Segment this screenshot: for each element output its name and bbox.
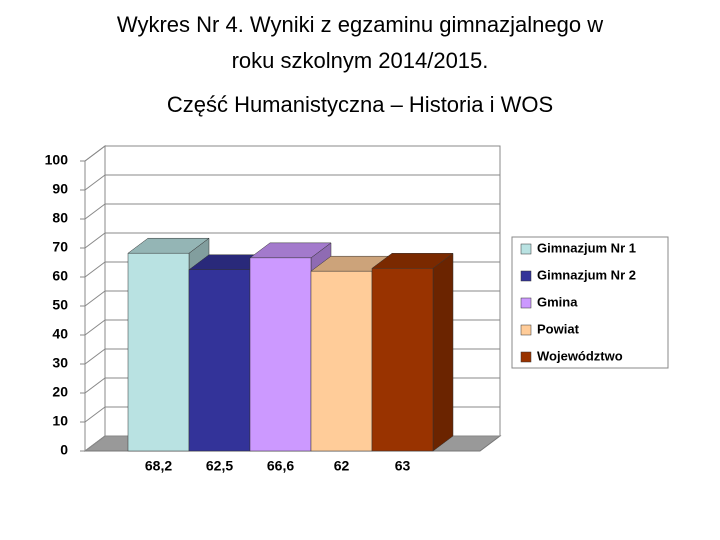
chart-title: roku szkolnym 2014/2015. (232, 48, 489, 73)
y-tick-label: 30 (52, 355, 68, 371)
y-tick-label: 100 (45, 152, 69, 168)
y-tick-label: 90 (52, 181, 68, 197)
bar (188, 269, 251, 452)
legend-label: Gimnazjum Nr 2 (537, 267, 636, 282)
value-label: 62 (334, 458, 350, 474)
legend-swatch (520, 270, 532, 282)
value-label: 62,5 (206, 458, 233, 474)
legend-swatch (520, 351, 532, 363)
y-tick-label: 80 (52, 210, 68, 226)
grid-line (84, 377, 106, 394)
grid-line (84, 174, 106, 191)
chart-title: Wykres Nr 4. Wyniki z egzaminu gimnazjal… (117, 12, 603, 37)
y-tick-label: 40 (52, 326, 68, 342)
y-tick-label: 70 (52, 239, 68, 255)
grid-line (84, 290, 106, 307)
legend-label: Gmina (537, 294, 578, 309)
legend-label: Województwo (537, 348, 623, 363)
bar (371, 268, 434, 452)
y-tick-label: 10 (52, 413, 68, 429)
grid-line (84, 203, 106, 220)
legend-label: Gimnazjum Nr 1 (537, 240, 636, 255)
value-label: 66,6 (267, 458, 294, 474)
bar (249, 257, 312, 452)
grid-line (84, 435, 106, 452)
legend-label: Powiat (537, 321, 580, 336)
y-tick-label: 60 (52, 268, 68, 284)
bar (310, 270, 373, 452)
legend-swatch (520, 324, 532, 336)
value-label: 68,2 (145, 458, 172, 474)
grid-line (84, 261, 106, 278)
legend (511, 236, 669, 369)
bar-side (432, 252, 454, 452)
legend-swatch (520, 243, 532, 255)
grid-line (84, 232, 106, 249)
grid-line (84, 348, 106, 365)
chart-subtitle: Część Humanistyczna – Historia i WOS (167, 92, 553, 117)
legend-swatch (520, 297, 532, 309)
value-label: 63 (395, 458, 411, 474)
grid-line (84, 319, 106, 336)
bar (127, 252, 190, 452)
y-tick-label: 20 (52, 384, 68, 400)
y-tick-label: 0 (60, 442, 68, 458)
grid-line (84, 145, 106, 162)
y-tick-label: 50 (52, 297, 68, 313)
grid-line (84, 406, 106, 423)
